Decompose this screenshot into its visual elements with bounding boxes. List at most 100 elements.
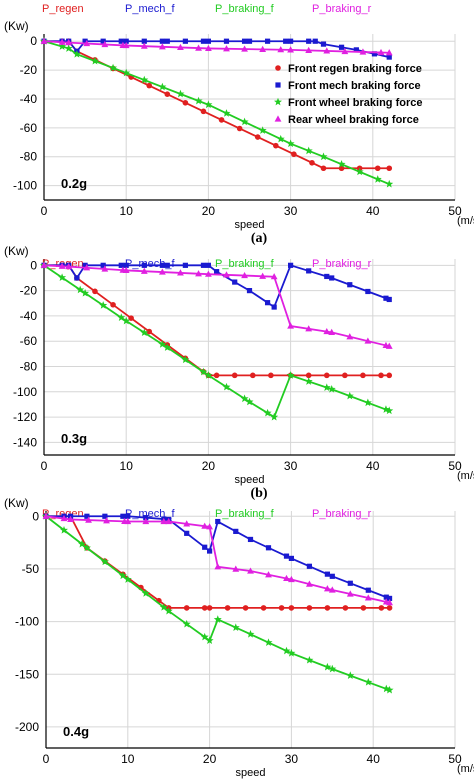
data-point xyxy=(323,585,331,592)
data-point xyxy=(141,262,147,268)
data-point xyxy=(158,340,167,348)
data-point xyxy=(201,522,209,529)
data-point xyxy=(223,271,230,278)
data-point xyxy=(347,580,353,586)
data-point xyxy=(177,269,184,276)
data-point xyxy=(378,372,384,379)
x-unit-label: (m/s) xyxy=(457,470,474,482)
y-tick-label: -200 xyxy=(15,720,39,734)
data-point xyxy=(241,45,248,52)
data-point xyxy=(324,571,330,577)
data-point xyxy=(231,623,240,631)
data-point xyxy=(270,412,279,421)
data-point xyxy=(254,134,261,140)
data-point xyxy=(120,513,126,519)
legend-marker xyxy=(274,115,282,122)
data-point xyxy=(204,371,213,379)
data-point xyxy=(360,372,366,379)
data-point xyxy=(345,391,354,400)
data-point xyxy=(158,82,167,91)
data-point xyxy=(231,372,238,379)
series-line-p-regen xyxy=(46,515,390,609)
data-point xyxy=(141,38,147,44)
data-point xyxy=(60,514,68,522)
data-point xyxy=(341,47,349,55)
data-point xyxy=(64,44,73,52)
x-tick-label: 30 xyxy=(284,459,298,473)
data-point xyxy=(286,371,295,379)
data-point xyxy=(306,268,312,274)
data-point xyxy=(205,44,212,52)
data-point xyxy=(176,89,185,98)
data-point xyxy=(305,655,314,664)
data-point xyxy=(283,553,290,559)
data-point xyxy=(164,38,170,44)
data-point xyxy=(142,517,150,525)
data-point xyxy=(386,372,393,379)
data-point xyxy=(264,300,271,306)
legend-marker xyxy=(275,82,281,88)
data-point xyxy=(214,563,222,570)
data-point xyxy=(195,44,202,51)
data-point xyxy=(122,266,130,273)
data-point xyxy=(386,605,393,611)
data-point xyxy=(342,605,349,611)
y-tick-label: -140 xyxy=(13,435,37,449)
data-point xyxy=(346,671,355,680)
data-point xyxy=(83,39,91,47)
data-point xyxy=(100,262,106,268)
x-tick-label: 0 xyxy=(43,752,50,766)
data-point xyxy=(265,571,272,578)
data-point xyxy=(204,100,213,109)
y-tick-label: -20 xyxy=(20,284,38,298)
caption: (a) xyxy=(251,231,268,246)
data-point xyxy=(270,273,278,280)
data-point xyxy=(305,580,313,587)
data-point xyxy=(58,42,67,50)
data-point xyxy=(117,313,126,322)
series-markers-p-braking-f xyxy=(40,37,394,188)
data-point xyxy=(74,275,80,281)
data-point xyxy=(265,545,272,551)
data-point xyxy=(123,575,132,583)
data-point xyxy=(58,262,66,269)
x-tick-label: 10 xyxy=(120,204,134,218)
series-label: P_braking_r xyxy=(312,3,372,15)
data-point xyxy=(159,38,165,44)
data-point xyxy=(328,328,336,335)
x-tick-label: 40 xyxy=(366,204,380,218)
data-point xyxy=(240,117,249,126)
x-tick-label: 10 xyxy=(120,459,134,473)
x-unit-label: (m/s) xyxy=(457,763,474,775)
series-markers-p-braking-r xyxy=(40,261,393,349)
data-point xyxy=(177,43,184,51)
data-point xyxy=(72,50,81,58)
data-point xyxy=(183,520,191,527)
data-point xyxy=(288,555,294,561)
data-point xyxy=(158,268,166,275)
x-axis-label: speed xyxy=(235,474,265,486)
data-point xyxy=(65,262,73,270)
data-point xyxy=(322,383,331,391)
data-point xyxy=(194,96,203,105)
x-unit-label: (m/s) xyxy=(457,215,474,227)
legend-marker xyxy=(274,97,282,106)
data-point xyxy=(222,109,231,117)
data-point xyxy=(364,594,372,601)
x-tick-label: 10 xyxy=(121,752,135,766)
y-tick-label: -100 xyxy=(13,179,37,193)
data-point xyxy=(347,282,353,288)
data-point xyxy=(164,91,171,97)
y-tick-label: -150 xyxy=(15,667,39,681)
data-point xyxy=(246,630,255,638)
data-point xyxy=(305,325,313,332)
data-point xyxy=(329,573,335,579)
data-point xyxy=(309,159,315,166)
series-label: P_braking_f xyxy=(215,258,275,270)
series-line-p-braking-r xyxy=(45,515,390,604)
data-point xyxy=(240,394,249,403)
data-point xyxy=(182,619,191,628)
data-point xyxy=(42,512,50,519)
data-point xyxy=(140,75,149,84)
